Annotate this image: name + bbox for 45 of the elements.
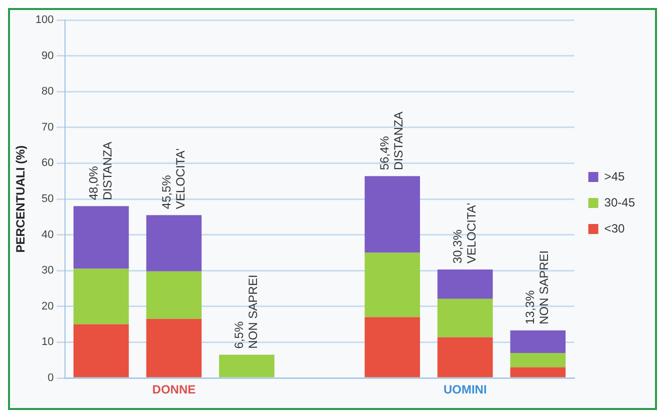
legend-label: >45 [604, 169, 625, 184]
y-tick-label: 60 [42, 157, 54, 170]
x-tick-label: VELOCITA' [464, 202, 478, 264]
bar [437, 337, 493, 378]
bar [437, 298, 493, 338]
y-tick-label: 90 [42, 50, 54, 62]
bar [73, 324, 129, 378]
x-tick-label: DISTANZA [100, 142, 114, 200]
text: UOMINI [443, 382, 487, 396]
x-tick-label: NON SAPREI [246, 274, 260, 349]
x-tick-label: NON SAPREI [537, 250, 552, 324]
y-tick-label: 80 [42, 86, 54, 98]
y-tick-label: 40 [42, 228, 54, 241]
x-tick-label: DISTANZA [392, 112, 406, 170]
x-tick-label: VELOCITA' [173, 148, 188, 210]
y-tick-label: 100 [35, 14, 54, 26]
legend-label: <30 [604, 221, 625, 236]
bar [510, 352, 566, 368]
text: DONNE [152, 382, 196, 396]
total-label: 48,0% [86, 166, 100, 200]
bar [146, 271, 202, 319]
total-label: 6,5% [232, 321, 246, 349]
legend-label: 30-45 [604, 195, 636, 210]
y-tick-label: 20 [42, 300, 54, 312]
y-tick-label: 30 [42, 264, 54, 277]
bar [73, 206, 129, 269]
bar [146, 318, 202, 378]
total-label: 45,5% [159, 174, 174, 210]
total-label: 30,3% [450, 229, 464, 264]
y-tick-label: 50 [42, 193, 54, 206]
bar [510, 367, 566, 378]
bar [364, 176, 420, 253]
y-axis-title: PERCENTUALI (%) [14, 145, 28, 253]
bar [73, 268, 129, 324]
y-tick-label: 0 [48, 372, 54, 384]
bar [510, 330, 566, 353]
y-tick-label: 10 [42, 336, 54, 348]
bar [364, 252, 420, 318]
bar [437, 270, 493, 299]
y-tick-label: 70 [42, 121, 54, 134]
total-label: 13,3% [523, 290, 538, 324]
bar [146, 215, 202, 272]
total-label: 56,4% [378, 136, 392, 170]
bar [364, 317, 420, 378]
bar [219, 354, 274, 378]
